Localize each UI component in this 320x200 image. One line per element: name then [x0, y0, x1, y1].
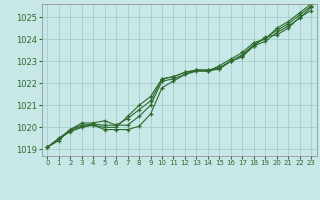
Text: Graphe pression niveau de la mer (hPa): Graphe pression niveau de la mer (hPa) [48, 183, 272, 193]
